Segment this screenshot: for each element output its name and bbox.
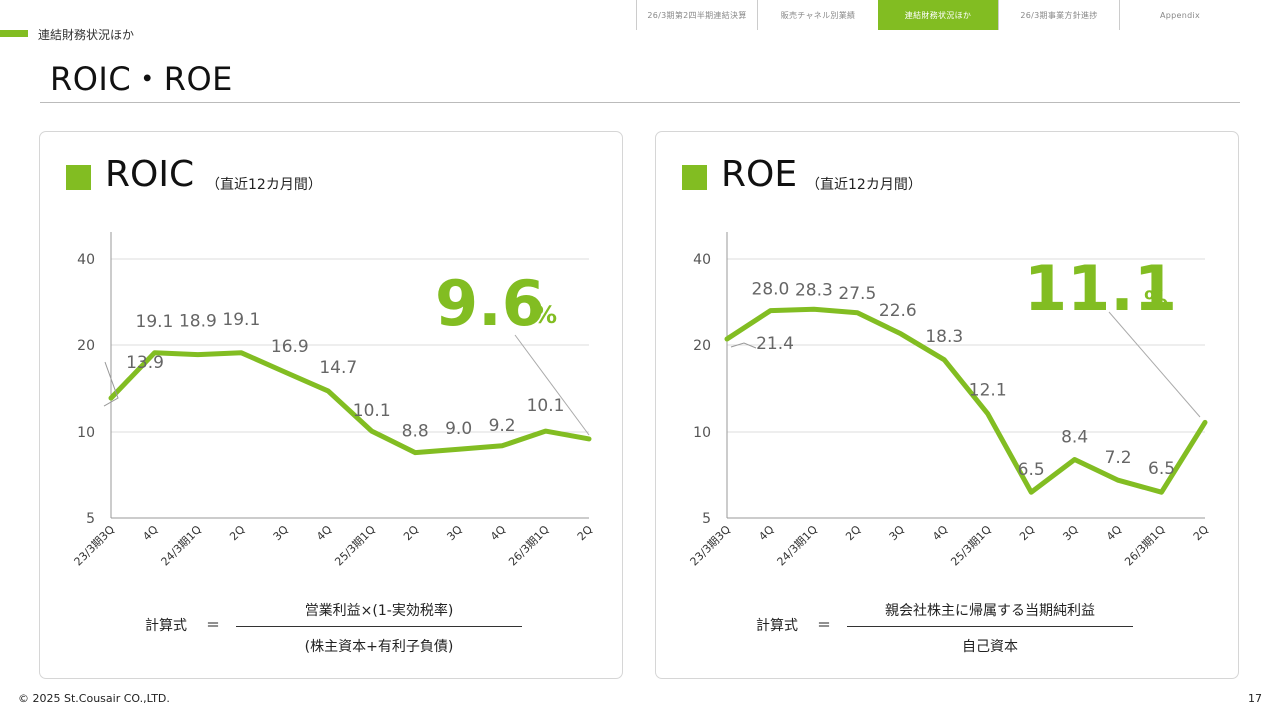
roic-panel-title: ROIC — [105, 154, 195, 195]
x-tick-label: 2Q — [1017, 523, 1038, 544]
data-label: 6.5 — [1018, 460, 1045, 480]
roe-panel: ROE （直近12カ月間） 5 10 20 40 23/3期3Q 4Q 24/3期1Q 2Q 3… — [655, 131, 1239, 679]
y-tick-label: 40 — [693, 252, 711, 268]
section-label: 連結財務状況ほか — [38, 28, 135, 42]
y-tick-label: 5 — [702, 511, 711, 527]
roe-title-square-icon — [682, 165, 707, 190]
roic-formula-denominator: (株主資本+有利子負債) — [304, 639, 454, 655]
x-tick-label: 3Q — [444, 523, 465, 544]
roe-formula-label: 計算式 — [756, 618, 798, 634]
nav-tab-appendix[interactable]: Appendix — [1119, 0, 1240, 30]
data-label: 13.9 — [126, 353, 164, 373]
x-tick-label: 23/3期3Q — [688, 523, 734, 569]
first-point-leader-line — [730, 342, 757, 349]
roic-formula-label: 計算式 — [145, 618, 187, 634]
y-tick-label: 5 — [86, 511, 95, 527]
x-tick-label: 26/3期1Q — [506, 523, 552, 569]
data-label: 8.4 — [1061, 428, 1088, 448]
data-label: 6.5 — [1148, 459, 1175, 479]
roe-formula-denominator: 自己資本 — [962, 639, 1018, 655]
x-tick-label: 2Q — [843, 523, 864, 544]
highlight-connector-line — [514, 334, 590, 436]
data-label: 27.5 — [838, 284, 876, 304]
data-label: 18.3 — [925, 327, 963, 347]
top-navigation: 26/3期第2四半期連結決算 販売チャネル別業績 連結財務状況ほか 26/3期事… — [636, 0, 1240, 30]
highlight-value: 11.1 — [1024, 252, 1177, 325]
x-tick-label: 4Q — [314, 523, 335, 544]
nav-tab-q2-results[interactable]: 26/3期第2四半期連結決算 — [636, 0, 757, 30]
y-tick-label: 20 — [77, 338, 95, 354]
highlight-connector-line — [1108, 311, 1201, 418]
nav-tab-business-policy[interactable]: 26/3期事業方針進捗 — [998, 0, 1119, 30]
data-label: 16.9 — [271, 337, 309, 357]
x-tick-label: 24/3期1Q — [775, 523, 821, 569]
x-tick-label: 24/3期1Q — [159, 523, 205, 569]
data-label: 12.1 — [969, 381, 1007, 401]
roic-formula-fraction-line — [236, 626, 522, 627]
x-tick-label: 4Q — [1104, 523, 1125, 544]
data-label: 8.8 — [402, 422, 429, 442]
nav-tab-financial-status[interactable]: 連結財務状況ほか — [878, 0, 998, 30]
x-tick-label: 25/3期1Q — [332, 523, 378, 569]
highlight-value: 9.6 — [435, 267, 545, 340]
data-label: 28.0 — [752, 280, 790, 300]
y-tick-label: 10 — [693, 425, 711, 441]
x-tick-label: 4Q — [140, 523, 161, 544]
x-tick-label: 23/3期3Q — [72, 523, 118, 569]
roic-formula-numerator: 営業利益×(1-実効税率) — [304, 603, 454, 619]
roe-panel-title: ROE — [721, 154, 798, 195]
data-label: 19.1 — [136, 312, 174, 332]
x-tick-label: 4Q — [930, 523, 951, 544]
x-tick-label: 4Q — [756, 523, 777, 544]
roic-panel-subtitle: （直近12カ月間） — [206, 177, 322, 193]
data-label: 19.1 — [222, 310, 260, 330]
nav-tab-sales-channel[interactable]: 販売チャネル別業績 — [757, 0, 878, 30]
x-tick-label: 4Q — [488, 523, 509, 544]
roe-formula-fraction-line — [847, 626, 1133, 627]
data-label: 21.4 — [756, 334, 794, 354]
roe-formula-equals: ＝ — [817, 618, 831, 634]
roic-title-square-icon — [66, 165, 91, 190]
data-label: 7.2 — [1105, 448, 1132, 468]
data-label: 10.1 — [353, 401, 391, 421]
page-number: 17 — [1248, 692, 1262, 705]
highlight-unit: % — [1144, 286, 1168, 314]
title-divider — [40, 102, 1240, 103]
x-tick-label: 3Q — [271, 523, 292, 544]
roic-formula-equals: ＝ — [206, 618, 220, 634]
roic-panel: ROIC （直近12カ月間） 5 10 20 40 23/3期3Q 4Q 24/3期1Q 2Q… — [39, 131, 623, 679]
data-label: 9.0 — [445, 419, 472, 439]
data-label: 14.7 — [319, 358, 357, 378]
x-tick-label: 2Q — [227, 523, 248, 544]
page-title: ROIC・ROE — [50, 60, 233, 98]
y-tick-label: 10 — [77, 425, 95, 441]
y-tick-label: 20 — [693, 338, 711, 354]
x-tick-label: 2Q — [575, 523, 596, 544]
roe-formula-numerator: 親会社株主に帰属する当期純利益 — [885, 603, 1095, 619]
x-tick-label: 25/3期1Q — [948, 523, 994, 569]
series-line — [108, 350, 592, 456]
x-tick-label: 26/3期1Q — [1122, 523, 1168, 569]
series-line — [724, 306, 1208, 495]
section-marker — [0, 30, 28, 37]
highlight-unit: % — [533, 301, 557, 329]
data-label: 18.9 — [179, 312, 217, 332]
x-tick-label: 3Q — [1060, 523, 1081, 544]
data-label: 10.1 — [527, 396, 565, 416]
first-point-leader-line — [103, 361, 119, 407]
x-tick-label: 2Q — [401, 523, 422, 544]
data-label: 9.2 — [489, 416, 516, 436]
data-label: 28.3 — [795, 280, 833, 300]
y-tick-label: 40 — [77, 252, 95, 268]
x-tick-label: 3Q — [887, 523, 908, 544]
data-label: 22.6 — [879, 301, 917, 321]
x-tick-label: 2Q — [1191, 523, 1212, 544]
roe-panel-subtitle: （直近12カ月間） — [806, 177, 922, 193]
footer-copyright: © 2025 St.Cousair CO.,LTD. — [18, 692, 170, 705]
